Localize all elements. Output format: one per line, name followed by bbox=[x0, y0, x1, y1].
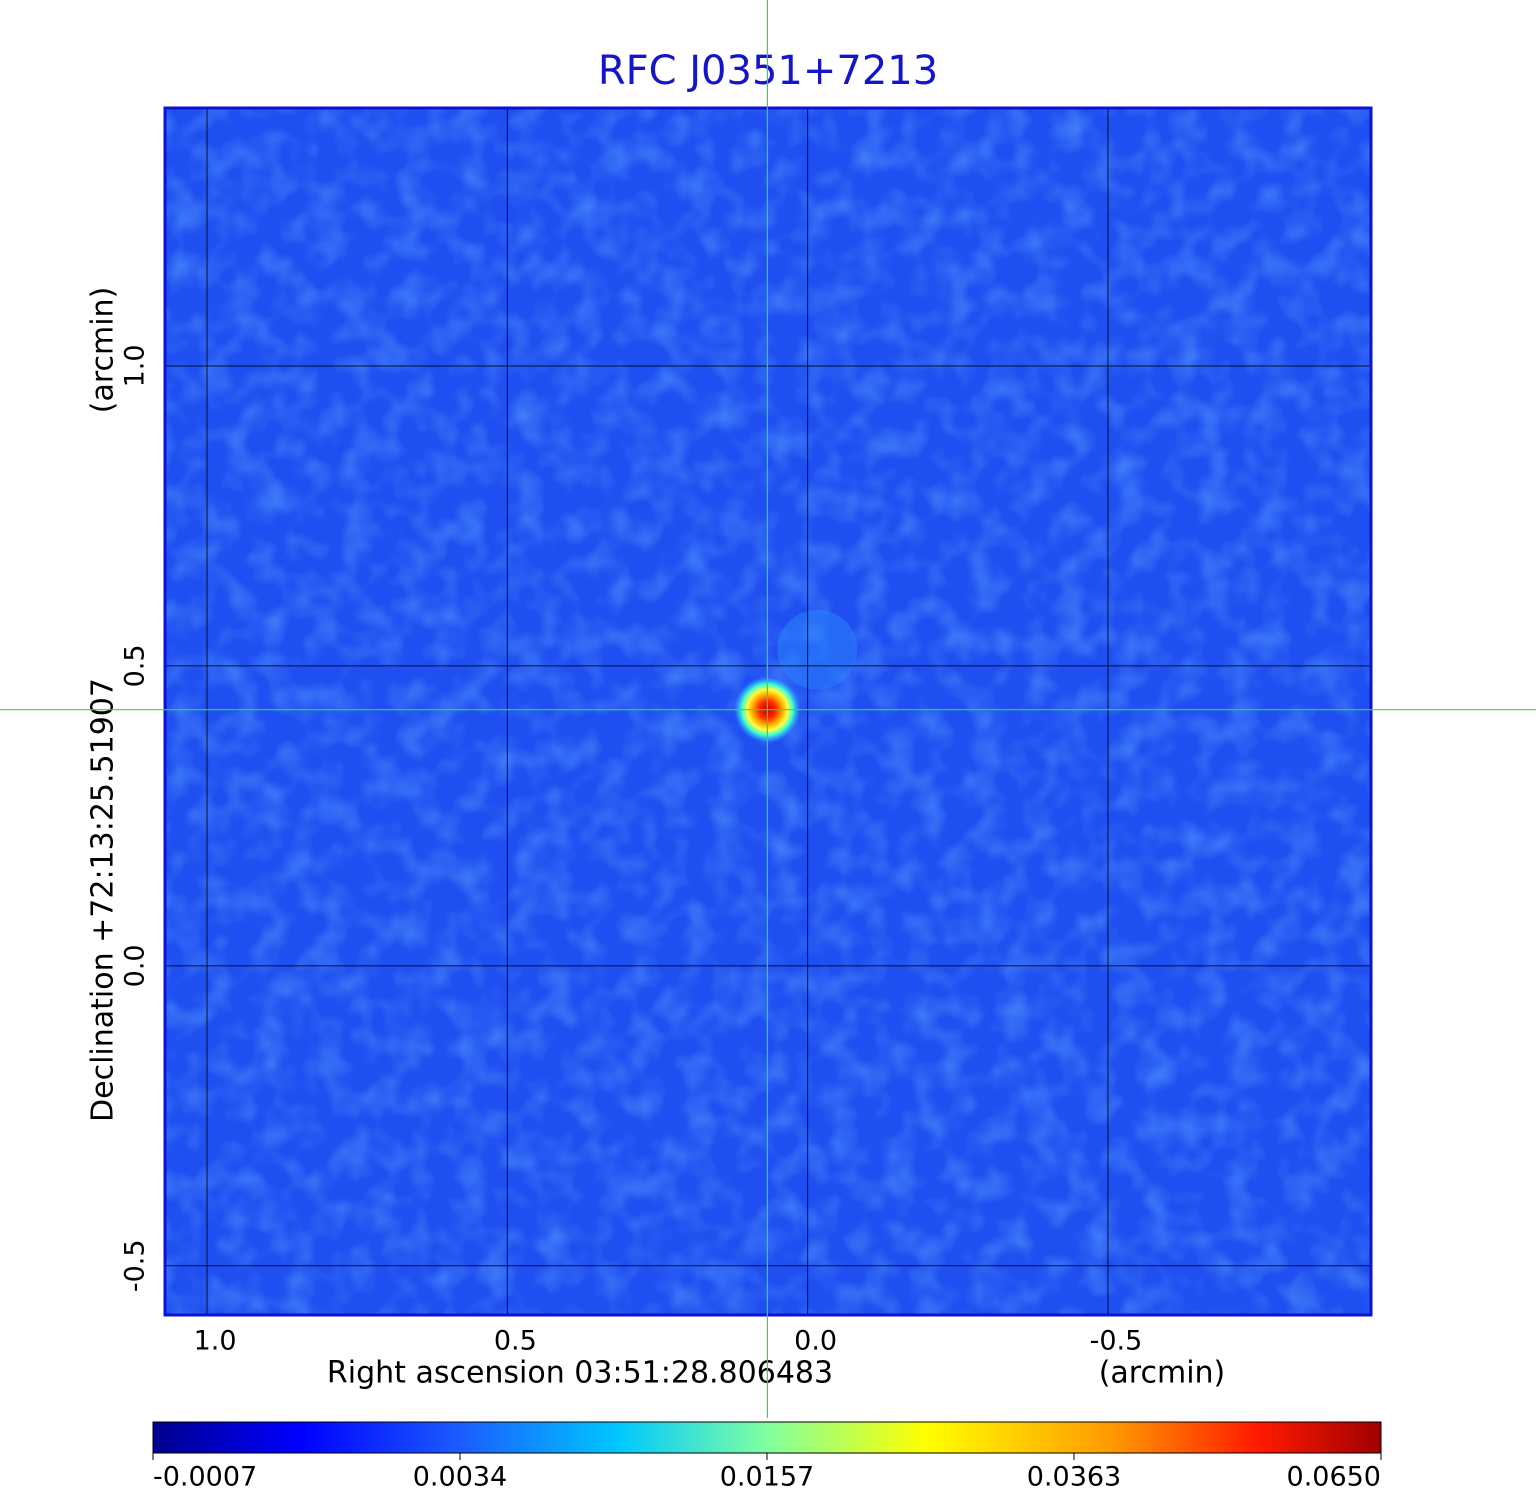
source-halo bbox=[777, 609, 858, 690]
colorbar-tick-label: 0.0157 bbox=[720, 1462, 814, 1493]
colorbar bbox=[152, 1421, 1382, 1454]
plot-border bbox=[163, 106, 1373, 1317]
colorbar-tick-label: 0.0034 bbox=[413, 1462, 507, 1493]
x-axis-unit: (arcmin) bbox=[1099, 1356, 1226, 1391]
colorbar-tick-label: 0.0650 bbox=[1287, 1462, 1381, 1493]
colorbar-tick-label: -0.0007 bbox=[153, 1462, 257, 1493]
x-tick-label: 0.0 bbox=[794, 1326, 837, 1357]
x-axis-label: Right ascension 03:51:28.806483 bbox=[327, 1356, 833, 1391]
x-tick-label: -0.5 bbox=[1090, 1326, 1143, 1357]
y-tick-label: 0.0 bbox=[120, 944, 151, 987]
y-tick-label: -0.5 bbox=[120, 1239, 151, 1292]
y-tick-label: 0.5 bbox=[120, 644, 151, 687]
plot-area bbox=[163, 106, 1373, 1317]
colorbar-tick-label: 0.0363 bbox=[1027, 1462, 1121, 1493]
x-tick-label: 0.5 bbox=[494, 1326, 537, 1357]
y-tick-label: 1.0 bbox=[120, 344, 151, 387]
y-axis-label: Declination +72:13:25.51907 bbox=[86, 678, 121, 1122]
y-axis-unit: (arcmin) bbox=[86, 287, 121, 414]
chart-title: RFC J0351+7213 bbox=[598, 48, 938, 94]
x-tick-label: 1.0 bbox=[194, 1326, 237, 1357]
